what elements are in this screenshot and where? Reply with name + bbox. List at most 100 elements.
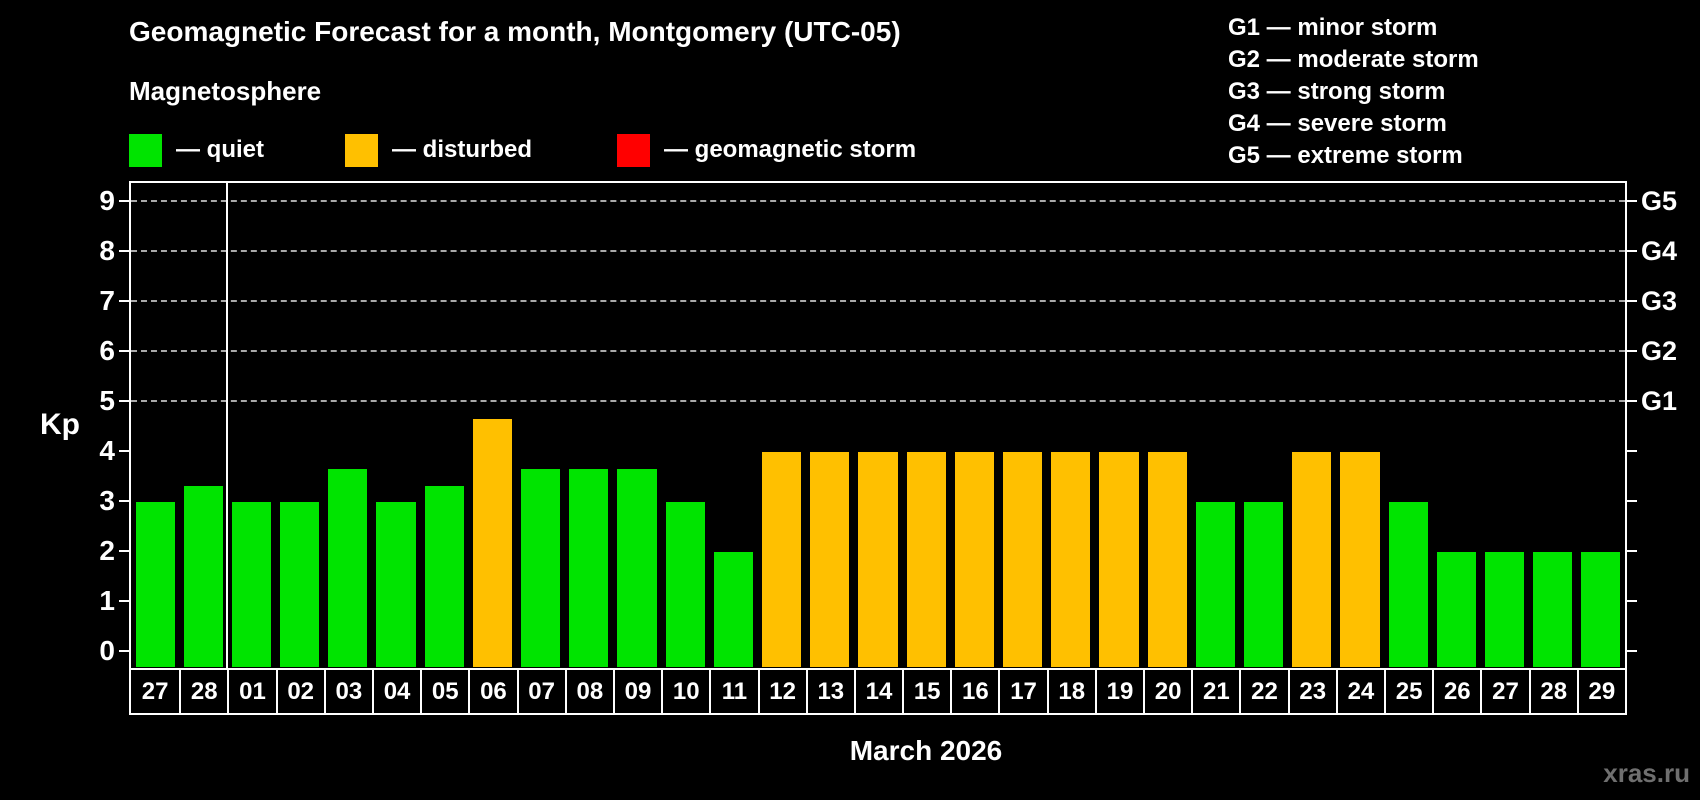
y-tick-label-0: 0 bbox=[99, 635, 115, 666]
bar-day-15 bbox=[905, 451, 947, 668]
right-tick-8 bbox=[1627, 250, 1637, 252]
legend-label-disturbed: — disturbed bbox=[392, 136, 533, 163]
watermark: xras.ru bbox=[1603, 758, 1690, 788]
g-axis-label-g3: G3 bbox=[1641, 286, 1678, 316]
bar-day-11 bbox=[712, 551, 754, 668]
right-tick-2 bbox=[1627, 550, 1637, 552]
y-tick-label-7: 7 bbox=[99, 285, 115, 316]
bar-day-24 bbox=[1339, 451, 1381, 668]
bar-day-05 bbox=[423, 484, 465, 668]
day-label-15: 15 bbox=[902, 670, 950, 713]
legend-label-storm: — geomagnetic storm bbox=[664, 136, 917, 163]
y-tick-label-2: 2 bbox=[99, 535, 115, 566]
left-tick-3 bbox=[119, 500, 129, 502]
bar-day-13 bbox=[809, 451, 851, 668]
bar-day-25 bbox=[1387, 501, 1429, 668]
legend-item-disturbed: — disturbed bbox=[345, 133, 532, 167]
right-tick-5 bbox=[1627, 400, 1637, 402]
bar-day-06 bbox=[471, 417, 514, 668]
y-tick-label-9: 9 bbox=[99, 185, 115, 216]
day-label-11: 11 bbox=[709, 670, 757, 713]
day-label-26: 26 bbox=[1432, 670, 1480, 713]
g-axis-label-g1: G1 bbox=[1641, 386, 1678, 416]
plot-area bbox=[129, 181, 1627, 670]
day-label-22: 22 bbox=[1239, 670, 1287, 713]
y-tick-label-3: 3 bbox=[99, 485, 115, 516]
left-tick-8 bbox=[119, 250, 129, 252]
gridline-kp-5 bbox=[131, 400, 1625, 402]
right-tick-3 bbox=[1627, 500, 1637, 502]
bar-day-12 bbox=[761, 451, 803, 668]
quiet-color-swatch bbox=[129, 133, 162, 167]
left-tick-9 bbox=[119, 200, 129, 202]
y-tick-label-1: 1 bbox=[99, 585, 115, 616]
bar-day-29 bbox=[1580, 551, 1622, 668]
day-label-02: 02 bbox=[275, 670, 324, 713]
day-label-08: 08 bbox=[564, 670, 613, 713]
y-tick-label-5: 5 bbox=[99, 385, 115, 416]
bar-day-14 bbox=[857, 451, 899, 668]
y-tick-label-4: 4 bbox=[99, 435, 115, 466]
g-scale-legend: G1 — minor storm G2 — moderate storm G3 … bbox=[1228, 12, 1479, 172]
right-tick-6 bbox=[1627, 350, 1637, 352]
chart-title: Geomagnetic Forecast for a month, Montgo… bbox=[129, 16, 901, 47]
storm-color-swatch bbox=[617, 133, 650, 167]
bar-day-28 bbox=[182, 484, 224, 668]
legend-item-storm: — geomagnetic storm bbox=[617, 133, 916, 167]
day-label-20: 20 bbox=[1143, 670, 1191, 713]
bar-day-20 bbox=[1146, 451, 1188, 668]
right-tick-1 bbox=[1627, 600, 1637, 602]
day-label-24: 24 bbox=[1335, 670, 1384, 713]
day-label-prev-27: 27 bbox=[141, 678, 169, 705]
day-label-27: 27 bbox=[1480, 670, 1528, 713]
chart-subtitle: Magnetosphere bbox=[129, 76, 322, 106]
day-label-29: 29 bbox=[1576, 670, 1625, 713]
left-tick-7 bbox=[119, 300, 129, 302]
day-label-prev-28: 28 bbox=[179, 670, 227, 713]
left-tick-0 bbox=[119, 650, 129, 652]
right-tick-7 bbox=[1627, 300, 1637, 302]
g-legend-line-g3: G3 — strong storm bbox=[1228, 78, 1446, 105]
bar-day-26 bbox=[1435, 551, 1477, 668]
day-label-28: 28 bbox=[1528, 670, 1577, 713]
day-label-06: 06 bbox=[468, 670, 516, 713]
bar-day-01 bbox=[230, 501, 273, 668]
gridline-kp-9 bbox=[131, 200, 1625, 202]
gridline-kp-6 bbox=[131, 350, 1625, 352]
day-label-01: 01 bbox=[227, 670, 275, 713]
day-label-23: 23 bbox=[1287, 670, 1336, 713]
gridline-kp-7 bbox=[131, 300, 1625, 302]
bar-day-16 bbox=[953, 451, 995, 668]
day-label-19: 19 bbox=[1094, 670, 1143, 713]
day-label-17: 17 bbox=[998, 670, 1046, 713]
bar-day-10 bbox=[664, 501, 706, 668]
g-legend-line-g2: G2 — moderate storm bbox=[1228, 46, 1479, 73]
day-label-07: 07 bbox=[516, 670, 565, 713]
bar-day-22 bbox=[1242, 501, 1285, 668]
g-legend-line-g1: G1 — minor storm bbox=[1228, 14, 1438, 41]
left-tick-5 bbox=[119, 400, 129, 402]
bar-day-21 bbox=[1194, 501, 1236, 668]
bar-day-02 bbox=[279, 501, 321, 668]
day-label-18: 18 bbox=[1046, 670, 1095, 713]
left-tick-4 bbox=[119, 450, 129, 452]
bar-day-09 bbox=[616, 467, 658, 668]
day-label-03: 03 bbox=[323, 670, 372, 713]
day-label-05: 05 bbox=[420, 670, 468, 713]
day-label-04: 04 bbox=[371, 670, 420, 713]
day-label-21: 21 bbox=[1191, 670, 1239, 713]
month-separator-line bbox=[226, 183, 229, 668]
y-tick-label-8: 8 bbox=[99, 235, 115, 266]
bar-day-23 bbox=[1291, 451, 1333, 668]
bar-day-07 bbox=[520, 467, 562, 668]
gridline-kp-8 bbox=[131, 250, 1625, 252]
bar-day-18 bbox=[1050, 451, 1092, 668]
bar-day-27 bbox=[1483, 551, 1526, 668]
day-label-13: 13 bbox=[805, 670, 854, 713]
left-tick-2 bbox=[119, 550, 129, 552]
bar-day-04 bbox=[375, 501, 417, 668]
day-label-16: 16 bbox=[950, 670, 998, 713]
day-label-14: 14 bbox=[853, 670, 902, 713]
day-label-09: 09 bbox=[612, 670, 661, 713]
